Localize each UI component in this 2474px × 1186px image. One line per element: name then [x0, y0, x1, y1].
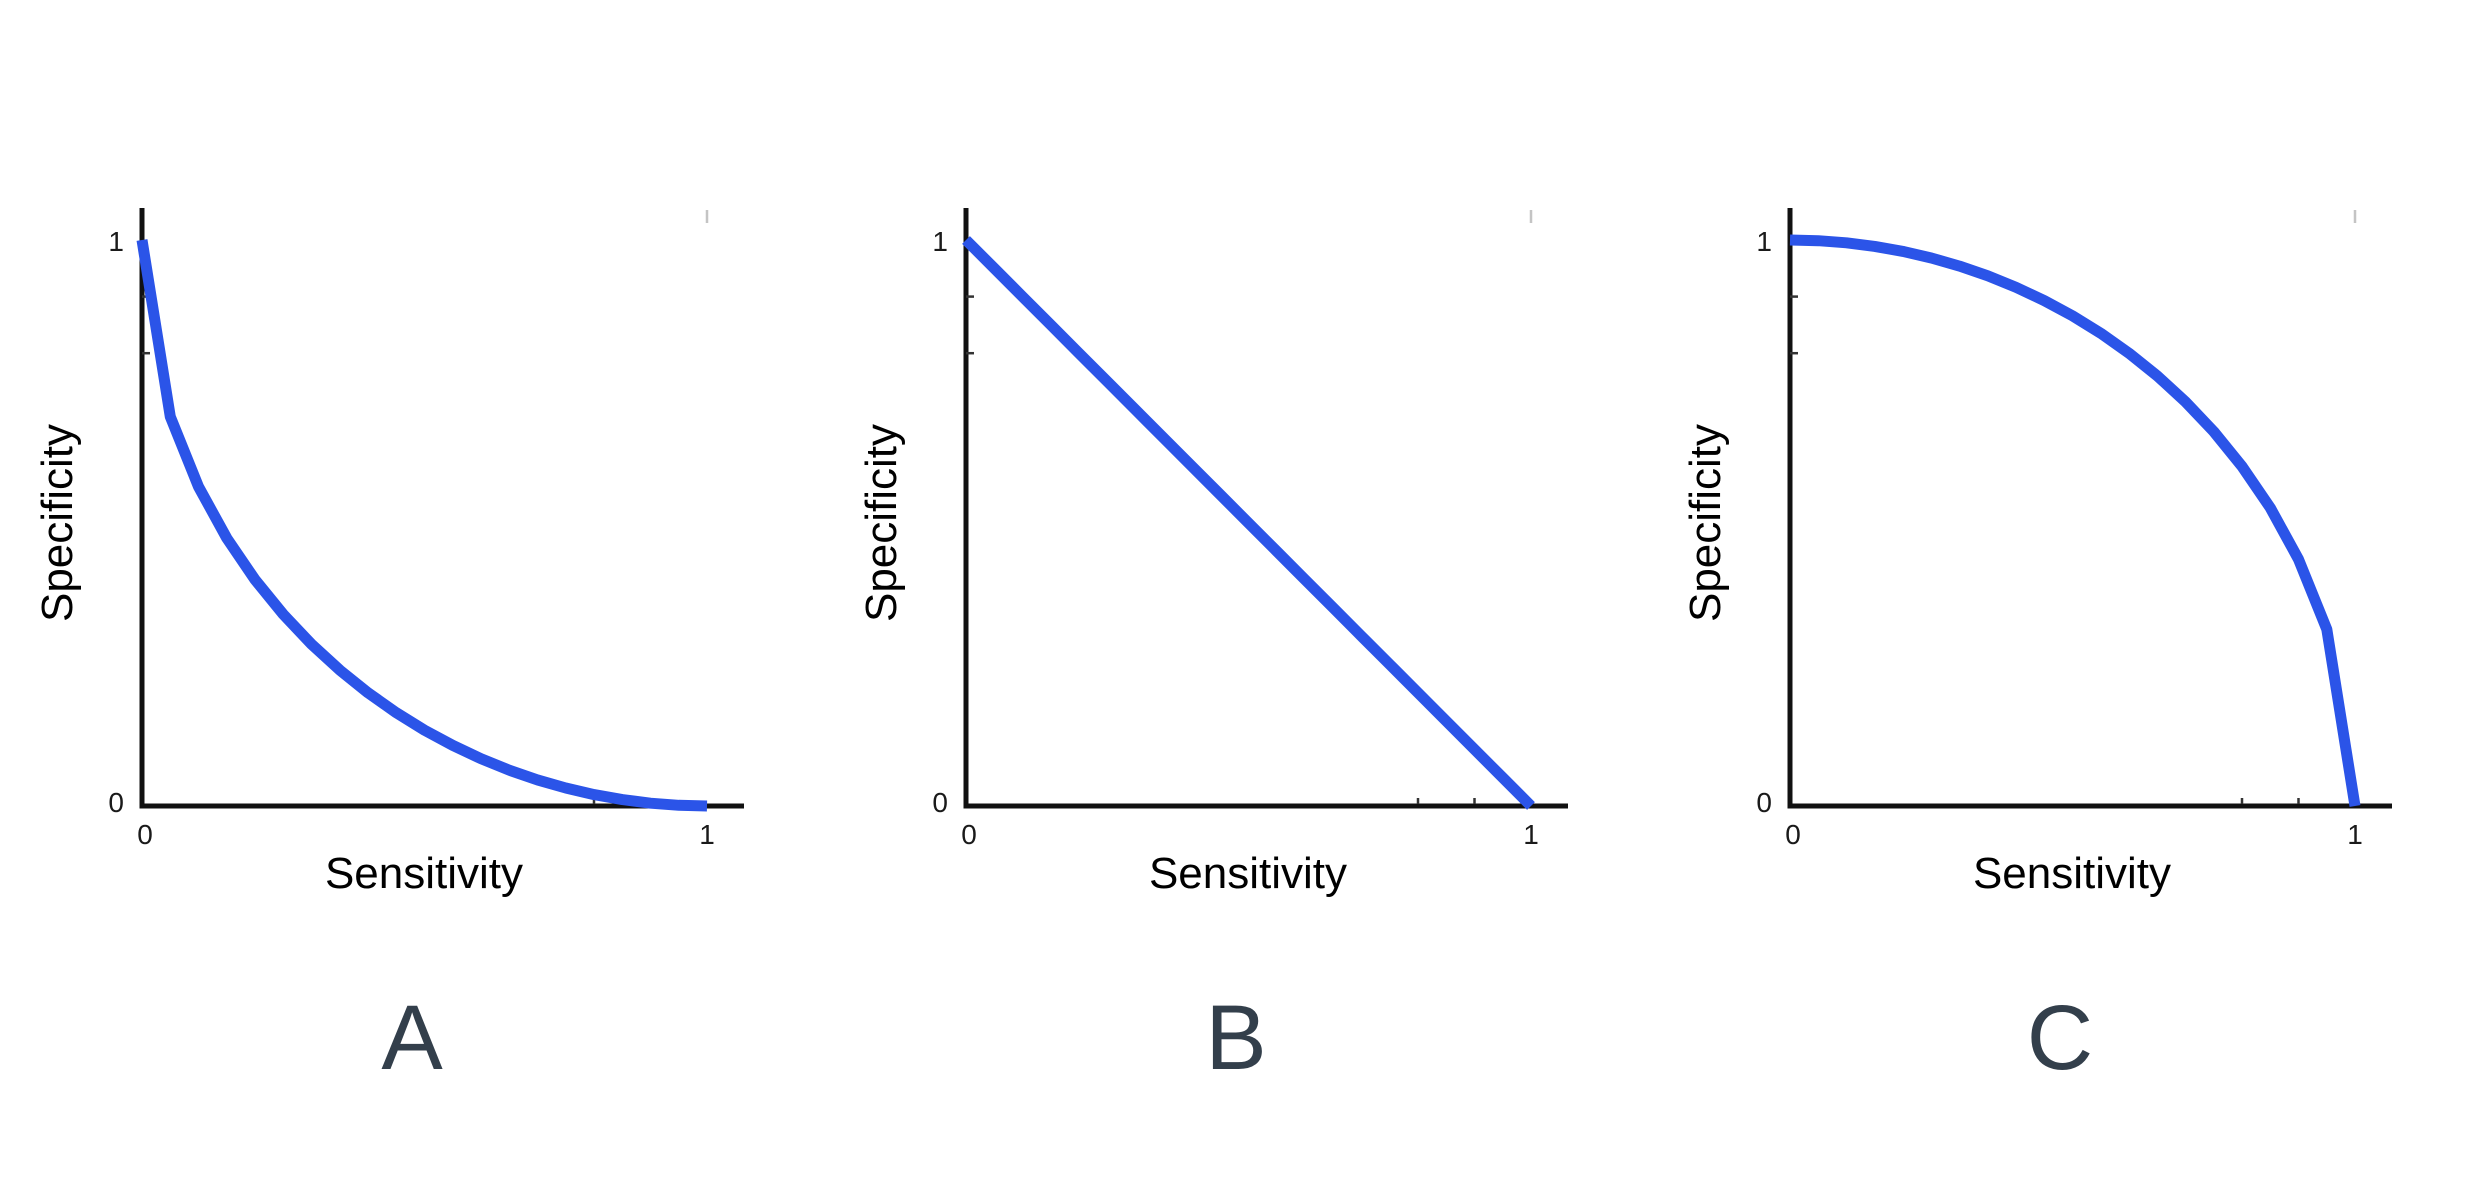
y-tick-label-1: 1: [1756, 226, 1772, 257]
roc-curves-figure: 1 0 0 1 Sensitivity Specificity A 1 0 0 …: [0, 120, 2472, 1084]
y-axis-label: Specificity: [33, 424, 82, 622]
y-tick-label-0: 0: [1756, 787, 1772, 818]
panel-letter-b: B: [1205, 987, 1267, 1089]
panel-b-plot: 1 0 0 1 Sensitivity Specificity: [857, 208, 1568, 898]
roc-curve-c: [1789, 234, 2361, 807]
panel-c-plot: 1 0 0 1 Sensitivity Specificity: [1681, 208, 2392, 898]
y-axis-label: Specificity: [1681, 424, 1730, 622]
x-tick-label-0: 0: [961, 819, 977, 850]
x-tick-label-1: 1: [699, 819, 715, 850]
x-axis-label: Sensitivity: [325, 849, 523, 898]
panel-letter-c: C: [2026, 987, 2094, 1089]
y-tick-label-0: 0: [932, 787, 948, 818]
x-axis-label: Sensitivity: [1973, 849, 2171, 898]
y-tick-label-1: 1: [932, 226, 948, 257]
x-axis-label: Sensitivity: [1149, 849, 1347, 898]
x-tick-label-0: 0: [137, 819, 153, 850]
y-axis-label: Specificity: [857, 424, 906, 622]
panel-b: 1 0 0 1 Sensitivity Specificity B: [824, 120, 1648, 1084]
x-tick-label-1: 1: [1523, 819, 1539, 850]
y-tick-label-0: 0: [108, 787, 124, 818]
panel-a-plot: 1 0 0 1 Sensitivity Specificity: [33, 208, 744, 898]
roc-curve-a: [136, 239, 708, 812]
y-tick-label-1: 1: [108, 226, 124, 257]
x-tick-label-1: 1: [2347, 819, 2363, 850]
panel-a: 1 0 0 1 Sensitivity Specificity A: [0, 120, 824, 1084]
panel-c: 1 0 0 1 Sensitivity Specificity C: [1648, 120, 2472, 1084]
roc-curve-b: [962, 236, 1535, 810]
panel-letter-a: A: [381, 987, 443, 1089]
x-tick-label-0: 0: [1785, 819, 1801, 850]
